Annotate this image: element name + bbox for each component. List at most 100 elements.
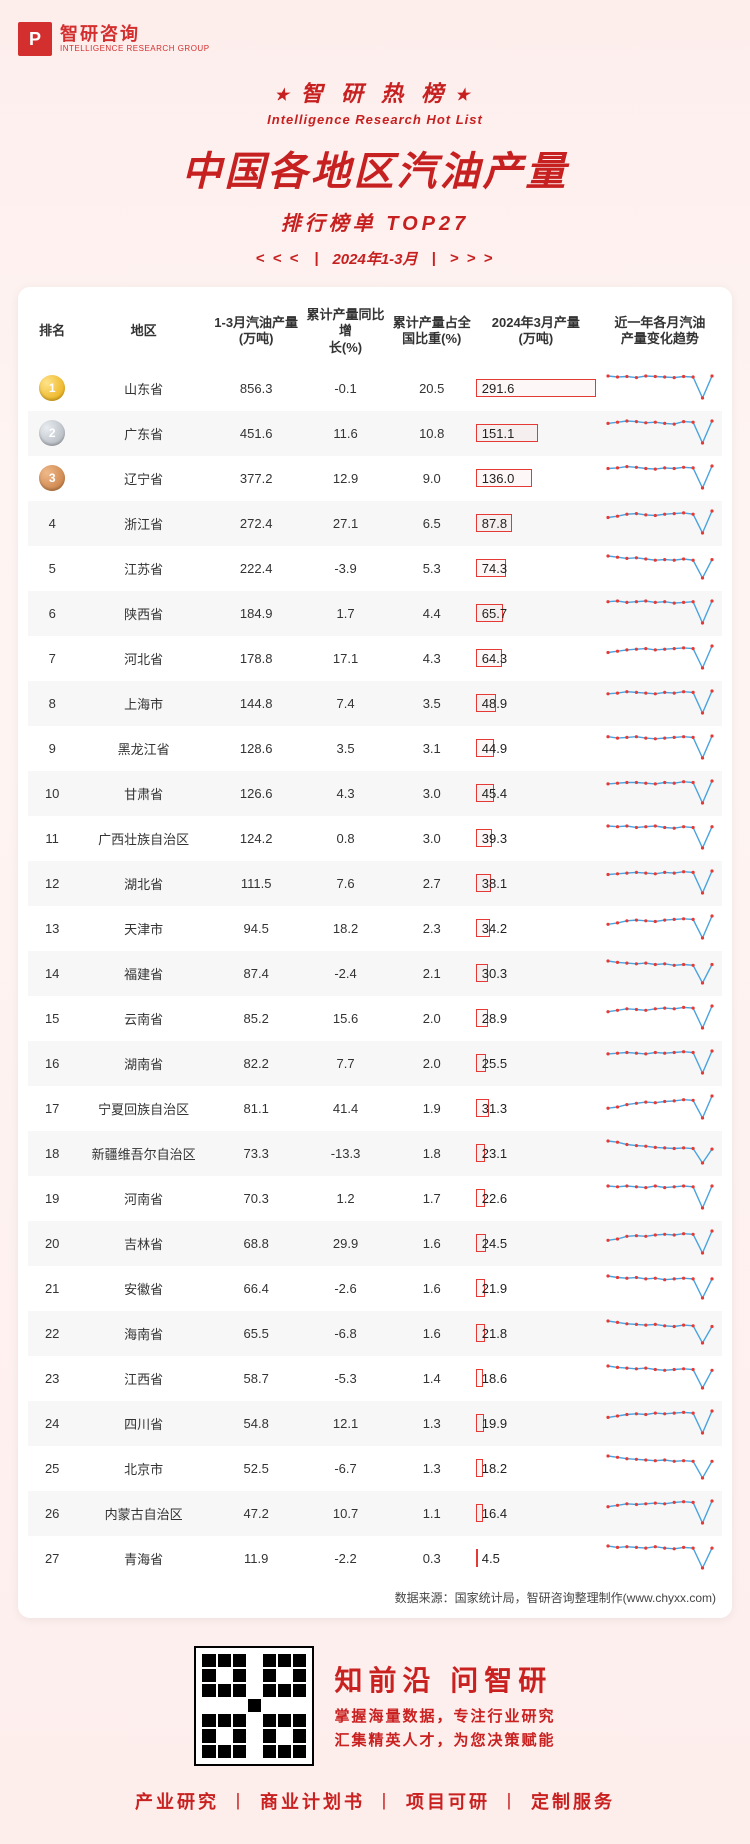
cell-rank: 8 <box>28 681 76 726</box>
gold-medal-icon: 1 <box>39 375 65 401</box>
cell-region: 北京市 <box>76 1446 211 1491</box>
sparkline <box>605 373 715 401</box>
cell-trend <box>598 1491 722 1536</box>
cell-rank: 4 <box>28 501 76 546</box>
table-row: 14福建省87.4-2.42.130.3 <box>28 951 722 996</box>
divider: | <box>432 250 436 267</box>
cell-share: 1.1 <box>390 1491 474 1536</box>
footer-slogan: 知前沿 问智研 <box>334 1659 555 1699</box>
cell-mar: 23.1 <box>474 1131 598 1176</box>
sparkline <box>605 1318 715 1346</box>
cell-rank: 5 <box>28 546 76 591</box>
cell-rank: 16 <box>28 1041 76 1086</box>
th-share: 累计产量占全国比重(%) <box>390 301 474 366</box>
cell-trend <box>598 906 722 951</box>
table-row: 18新疆维吾尔自治区73.3-13.31.823.1 <box>28 1131 722 1176</box>
cell-yoy: -5.3 <box>301 1356 389 1401</box>
banner-title: 中国各地区汽油产量 <box>18 139 732 197</box>
cell-region: 甘肃省 <box>76 771 211 816</box>
table-row: 26内蒙古自治区47.210.71.116.4 <box>28 1491 722 1536</box>
chev-right-icon: > > > <box>450 250 495 267</box>
cell-share: 1.9 <box>390 1086 474 1131</box>
cell-share: 9.0 <box>390 456 474 501</box>
mar-value: 44.9 <box>482 737 596 759</box>
sparkline <box>605 1273 715 1301</box>
cell-mar: 87.8 <box>474 501 598 546</box>
chev-left-icon: < < < <box>256 250 301 267</box>
cell-trend <box>598 1221 722 1266</box>
cell-mar: 39.3 <box>474 816 598 861</box>
table-row: 15云南省85.215.62.028.9 <box>28 996 722 1041</box>
cell-share: 2.1 <box>390 951 474 996</box>
cell-share: 1.4 <box>390 1356 474 1401</box>
cell-mar: 65.7 <box>474 591 598 636</box>
cell-q1: 70.3 <box>211 1176 301 1221</box>
mar-value: 30.3 <box>482 962 596 984</box>
banner-date: 2024年1-3月 <box>332 248 417 269</box>
cell-mar: 291.6 <box>474 366 598 411</box>
cell-mar: 16.4 <box>474 1491 598 1536</box>
cell-rank: 19 <box>28 1176 76 1221</box>
table-row: 16湖南省82.27.72.025.5 <box>28 1041 722 1086</box>
cell-region: 黑龙江省 <box>76 726 211 771</box>
mar-value: 87.8 <box>482 512 596 534</box>
cell-mar: 28.9 <box>474 996 598 1041</box>
cell-mar: 19.9 <box>474 1401 598 1446</box>
cell-q1: 94.5 <box>211 906 301 951</box>
sparkline <box>605 1228 715 1256</box>
mar-value: 18.6 <box>482 1367 596 1389</box>
cell-q1: 54.8 <box>211 1401 301 1446</box>
cell-region: 湖北省 <box>76 861 211 906</box>
cell-q1: 451.6 <box>211 411 301 456</box>
service-item: 商业计划书 <box>260 1792 365 1812</box>
footer: 知前沿 问智研 掌握海量数据，专注行业研究 汇集精英人才，为您决策赋能 <box>18 1646 732 1766</box>
cell-mar: 25.5 <box>474 1041 598 1086</box>
cell-share: 10.8 <box>390 411 474 456</box>
cell-rank: 6 <box>28 591 76 636</box>
data-source: 数据来源：国家统计局，智研咨询整理制作(www.chyxx.com) <box>28 1581 722 1608</box>
cell-yoy: 12.9 <box>301 456 389 501</box>
cell-mar: 48.9 <box>474 681 598 726</box>
table-row: 13天津市94.518.22.334.2 <box>28 906 722 951</box>
th-trend: 近一年各月汽油产量变化趋势 <box>598 301 722 366</box>
sparkline <box>605 463 715 491</box>
mar-value: 291.6 <box>482 377 596 399</box>
table-row: 23江西省58.7-5.31.418.6 <box>28 1356 722 1401</box>
cell-yoy: 17.1 <box>301 636 389 681</box>
cell-yoy: 0.8 <box>301 816 389 861</box>
table-row: 27青海省11.9-2.20.34.5 <box>28 1536 722 1581</box>
silver-medal-icon: 2 <box>39 420 65 446</box>
table-row: 20吉林省68.829.91.624.5 <box>28 1221 722 1266</box>
sparkline <box>605 913 715 941</box>
sparkline <box>605 1543 715 1571</box>
mar-value: 48.9 <box>482 692 596 714</box>
sparkline <box>605 1048 715 1076</box>
cell-region: 湖南省 <box>76 1041 211 1086</box>
cell-q1: 126.6 <box>211 771 301 816</box>
cell-region: 辽宁省 <box>76 456 211 501</box>
table-row: 5江苏省222.4-3.95.374.3 <box>28 546 722 591</box>
cell-trend <box>598 1176 722 1221</box>
cell-yoy: -2.6 <box>301 1266 389 1311</box>
mar-value: 22.6 <box>482 1187 596 1209</box>
cell-trend <box>598 1086 722 1131</box>
cell-trend <box>598 501 722 546</box>
cell-share: 2.7 <box>390 861 474 906</box>
table-row: 1山东省856.3-0.120.5291.6 <box>28 366 722 411</box>
cell-mar: 18.6 <box>474 1356 598 1401</box>
mar-value: 16.4 <box>482 1502 596 1524</box>
cell-share: 1.6 <box>390 1221 474 1266</box>
brand-name-cn: 智研咨询 <box>60 25 210 45</box>
cell-mar: 24.5 <box>474 1221 598 1266</box>
sparkline <box>605 1138 715 1166</box>
cell-q1: 68.8 <box>211 1221 301 1266</box>
table-row: 9黑龙江省128.63.53.144.9 <box>28 726 722 771</box>
sparkline <box>605 958 715 986</box>
cell-share: 3.1 <box>390 726 474 771</box>
cell-q1: 58.7 <box>211 1356 301 1401</box>
cell-share: 4.3 <box>390 636 474 681</box>
mar-value: 136.0 <box>482 467 596 489</box>
cell-region: 海南省 <box>76 1311 211 1356</box>
mar-value: 21.9 <box>482 1277 596 1299</box>
cell-trend <box>598 1311 722 1356</box>
